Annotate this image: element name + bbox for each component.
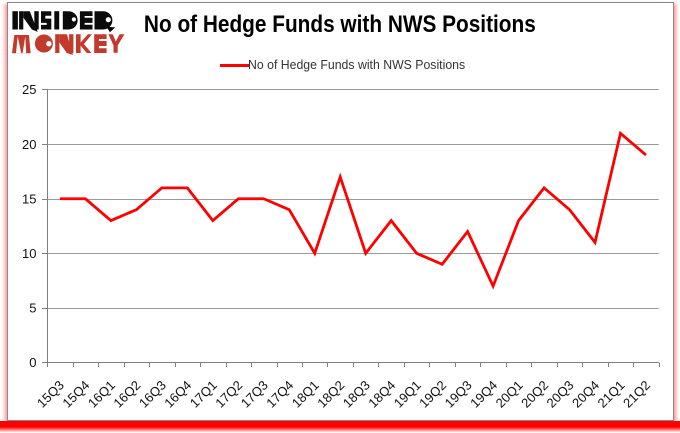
svg-text:18Q1: 18Q1 [289,378,322,411]
svg-text:16Q4: 16Q4 [161,378,194,411]
svg-text:21Q1: 21Q1 [595,378,628,411]
svg-text:25: 25 [22,82,36,97]
svg-text:19Q1: 19Q1 [391,378,424,411]
svg-text:19Q3: 19Q3 [442,378,475,411]
svg-text:0: 0 [29,355,36,370]
svg-text:19Q4: 19Q4 [467,378,500,411]
svg-text:18Q3: 18Q3 [340,378,373,411]
svg-text:20Q4: 20Q4 [569,378,602,411]
svg-text:19Q2: 19Q2 [416,378,449,411]
svg-text:20Q1: 20Q1 [493,378,526,411]
svg-text:16Q3: 16Q3 [136,378,169,411]
svg-text:20Q3: 20Q3 [544,378,577,411]
svg-text:20: 20 [22,137,36,152]
svg-text:18Q4: 18Q4 [365,378,398,411]
svg-text:15Q4: 15Q4 [59,378,92,411]
svg-text:17Q4: 17Q4 [263,378,296,411]
svg-text:21Q2: 21Q2 [620,378,653,411]
svg-text:20Q2: 20Q2 [518,378,551,411]
svg-text:17Q2: 17Q2 [212,378,245,411]
svg-text:15: 15 [22,191,36,206]
svg-text:10: 10 [22,246,36,261]
svg-text:5: 5 [29,301,36,316]
svg-text:17Q1: 17Q1 [187,378,220,411]
svg-text:18Q2: 18Q2 [314,378,347,411]
svg-text:17Q3: 17Q3 [238,378,271,411]
svg-text:16Q2: 16Q2 [110,378,143,411]
svg-text:16Q1: 16Q1 [85,378,118,411]
svg-text:15Q3: 15Q3 [34,378,67,411]
